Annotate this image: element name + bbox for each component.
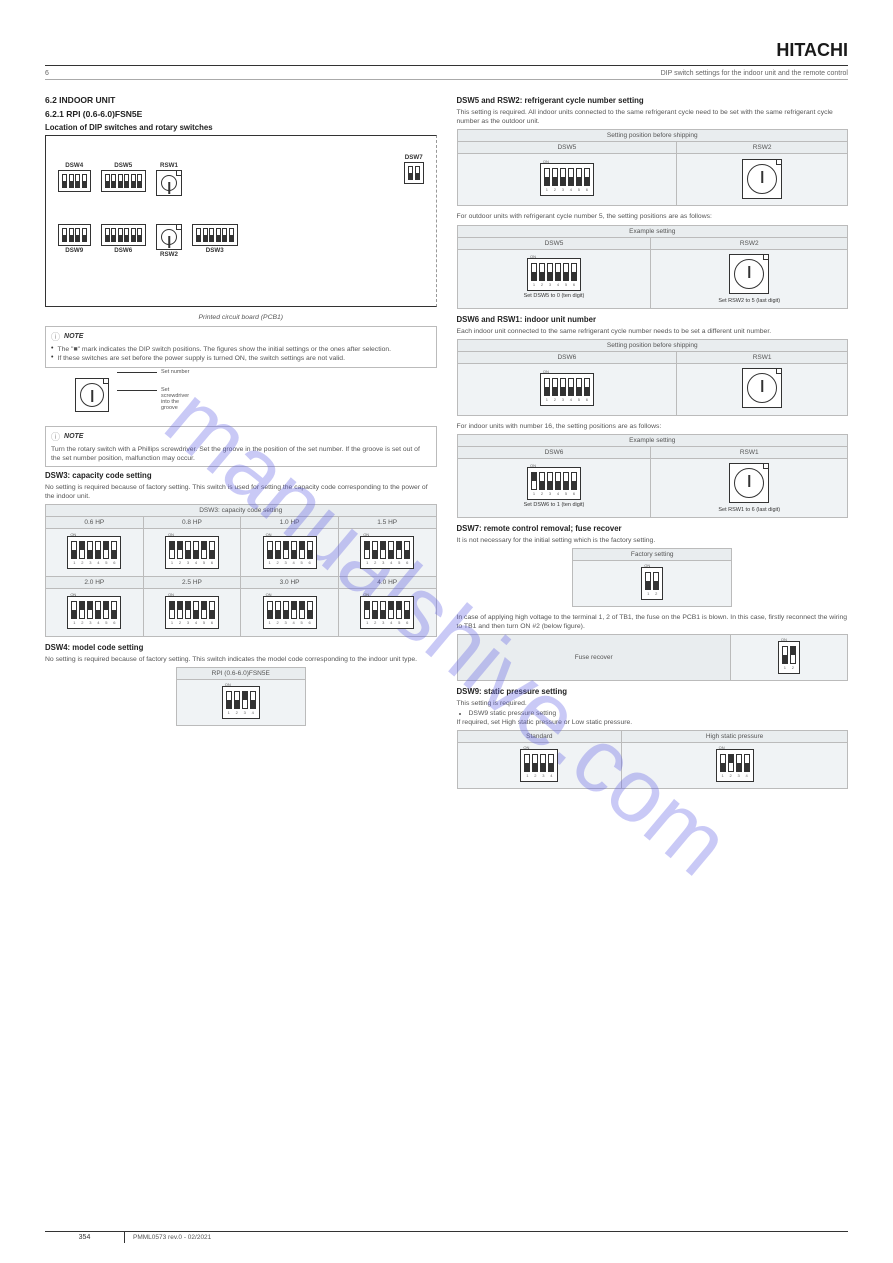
pcb-title: Location of DIP switches and rotary swit… [45,123,437,132]
dsw7-table1: Factory setting ON12 [572,548,732,607]
dsw9-title: DSW9: static pressure setting [457,687,849,696]
dsw5-table2: Example setting DSW5RSW2 ON123456Set DSW… [457,225,849,309]
dsw7-table2: Fuse recoverON12 [457,634,849,681]
note-icon: ⓘ [51,330,60,343]
note2-title: NOTE [64,433,83,440]
pcb-dsw6 [101,224,147,246]
rsw1-rotary2 [729,463,769,503]
rotary-legend: Set number Set screwdriver into the groo… [75,372,195,422]
dsw4-table: RPI (0.6-6.0)FSN5E ON1234 [176,667,306,726]
dsw9-text1: This setting is required. [457,699,849,708]
pcb-diagram: DSW4 DSW5 RSW1 DSW9 [45,135,437,307]
dsw9-table: StandardHigh static pressure ON1234ON123… [457,730,849,789]
pcb-rsw2 [156,224,182,250]
dsw5-text: This setting is required. All indoor uni… [457,108,849,126]
lbl-dsw5: DSW5 [114,162,132,169]
dsw3-table: DSW3: capacity code setting 0.6 HP0.8 HP… [45,504,437,637]
brand-logo: HITACHI [45,40,848,61]
section-code: 6 [45,70,447,77]
lbl-dsw7: DSW7 [405,154,423,161]
dsw5-title: DSW5 and RSW2: refrigerant cycle number … [457,96,849,105]
note1-text: The "■" mark indicates the DIP switch po… [57,345,391,354]
lbl-dsw9: DSW9 [65,247,83,254]
dsw9-text2: If required, set High static pressure or… [457,718,849,727]
note2: ⓘ NOTE Turn the rotary switch with a Phi… [45,426,437,467]
note1-title: NOTE [64,333,83,340]
lbl-dsw4: DSW4 [65,162,83,169]
dsw9-bullet: DSW9 static pressure setting [469,709,849,718]
rsw2-rotary1 [742,159,782,199]
dsw5-table1: Setting position before shipping DSW5RSW… [457,129,849,206]
pcb-dsw5 [101,170,147,192]
legend-b: Set screwdriver into the groove [161,387,195,411]
dsw6-title: DSW6 and RSW1: indoor unit number [457,315,849,324]
dsw6-text2: For indoor units with number 16, the set… [457,422,849,431]
dsw4-title: DSW4: model code setting [45,643,437,652]
rsw1-rotary1 [742,368,782,408]
page-number: 354 [45,1232,125,1243]
dsw6-table2: Example setting DSW6RSW1 ON123456Set DSW… [457,434,849,518]
dsw7-text1: It is not necessary for the initial sett… [457,536,849,545]
dsw6-table1: Setting position before shipping DSW6RSW… [457,339,849,416]
lbl-rsw2: RSW2 [160,251,178,258]
lbl-dsw6: DSW6 [114,247,132,254]
heading-indoor: 6.2 INDOOR UNIT [45,95,437,105]
pcb-caption: Printed circuit board (PCB1) [45,313,437,322]
pcb-dsw9 [58,224,91,246]
dsw7-title: DSW7: remote control removal; fuse recov… [457,524,849,533]
pcb-dsw4 [58,170,91,192]
rsw2-rotary2 [729,254,769,294]
legend-a: Set number [161,369,189,375]
note1: ⓘ NOTE •The "■" mark indicates the DIP s… [45,326,437,367]
dsw6-text: Each indoor unit connected to the same r… [457,327,849,336]
pcb-dsw7 [404,162,424,184]
dsw3-title: DSW3: capacity code setting [45,471,437,480]
lbl-rsw1: RSW1 [160,162,178,169]
note-icon: ⓘ [51,430,60,443]
pcb-rsw1 [156,170,182,196]
heading-model: 6.2.1 RPI (0.6-6.0)FSN5E [45,109,437,119]
dsw4-text: No setting is required because of factor… [45,655,437,664]
dsw3-text: No setting is required because of factor… [45,483,437,501]
note1-text2: If these switches are set before the pow… [57,354,345,363]
note2-text: Turn the rotary switch with a Phillips s… [51,445,431,463]
dsw5-text2: For outdoor units with refrigerant cycle… [457,212,849,221]
dsw7-text2: In case of applying high voltage to the … [457,613,849,631]
pcb-dsw3 [192,224,238,246]
doc-ref: PMML0573 rev.0 - 02/2021 [125,1232,219,1243]
lbl-dsw3: DSW3 [206,247,224,254]
section-title: DIP switch settings for the indoor unit … [447,70,849,77]
